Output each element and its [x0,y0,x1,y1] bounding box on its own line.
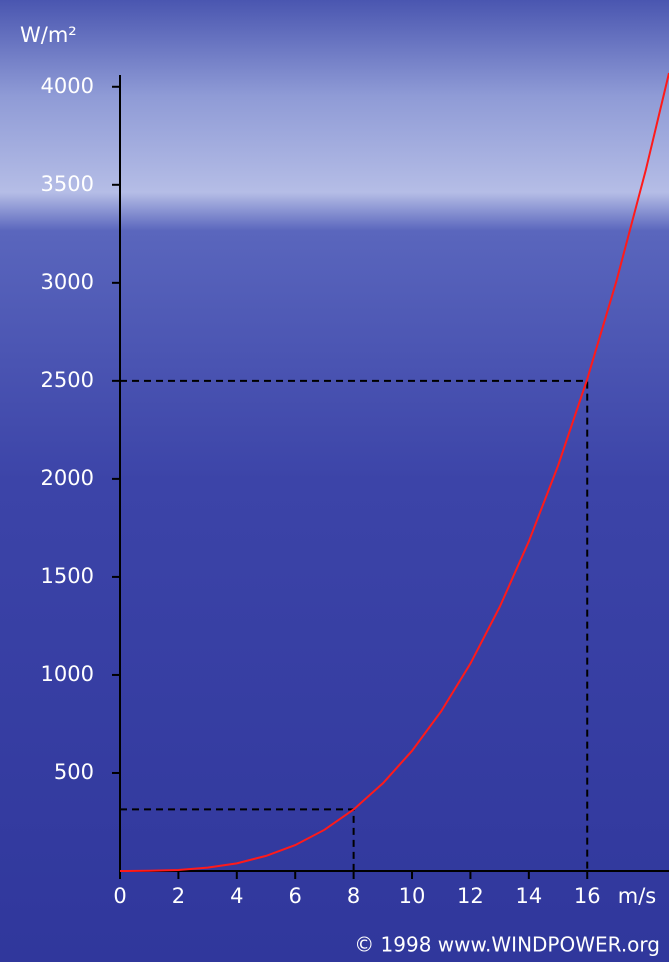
x-tick-label: 6 [289,884,302,908]
x-tick-label: 2 [172,884,185,908]
footer: © 1998 www.WINDPOWER.org [354,933,660,957]
y-tick-label: 1000 [41,662,94,686]
y-tick-label: 2500 [41,368,94,392]
y-tick-label: 3500 [41,172,94,196]
y-tick-label: 4000 [41,74,94,98]
page: {"chart_data": {"type": "line", "y_label… [0,0,669,962]
y-tick-label: 1500 [41,564,94,588]
x-tick-label: 0 [113,884,126,908]
x-tick-label: 12 [457,884,484,908]
y-axis-label: W/m² [20,23,77,47]
background [0,0,669,962]
x-tick-label: 8 [347,884,360,908]
y-tick-label: 3000 [41,270,94,294]
x-tick-label: 14 [515,884,542,908]
y-tick-label: 2000 [41,466,94,490]
x-tick-label: 16 [574,884,601,908]
x-tick-label: 10 [399,884,426,908]
x-axis-label: m/s [618,884,656,908]
y-tick-label: 500 [54,760,94,784]
x-tick-label: 4 [230,884,243,908]
chart: W/m² m/s © 1998 www.WINDPOWER.org 500100… [0,0,669,962]
